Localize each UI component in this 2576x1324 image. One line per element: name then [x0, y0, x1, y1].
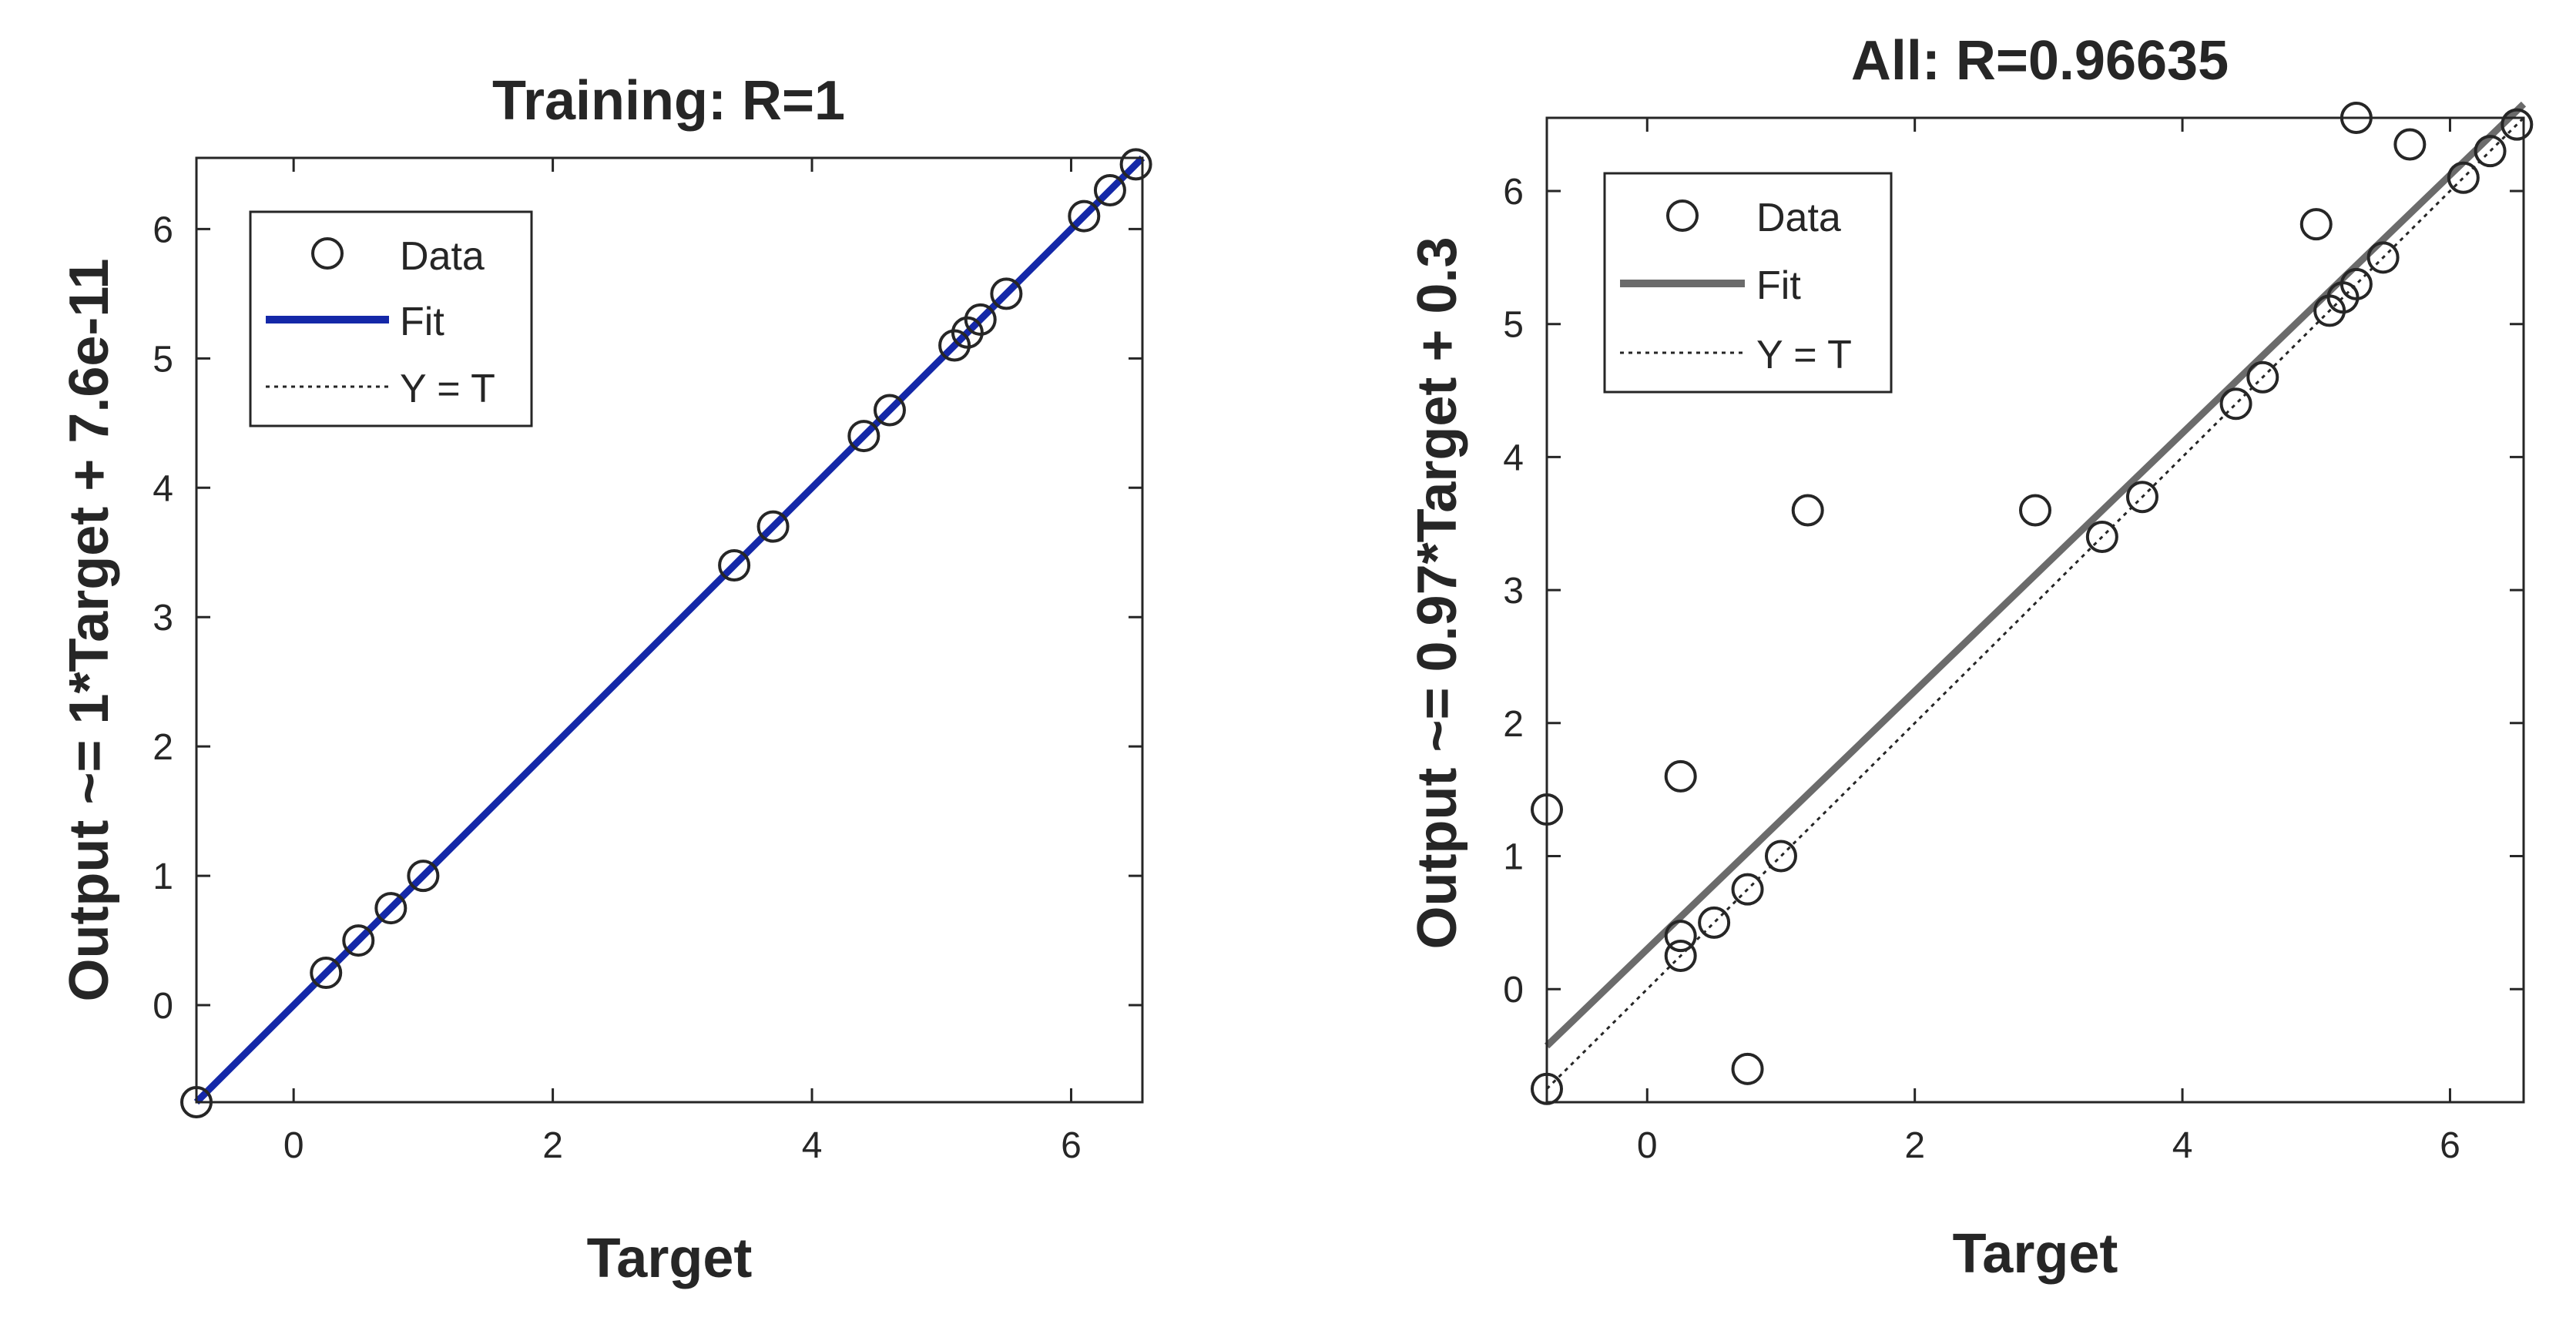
y-tick-label: 5: [1503, 305, 1524, 346]
data-point: [1664, 940, 1697, 973]
x-tick-label: 4: [802, 1125, 823, 1166]
data-point: [1093, 173, 1126, 206]
data-point: [1764, 840, 1797, 873]
y-tick-label: 5: [153, 339, 173, 380]
data-point: [718, 549, 751, 582]
y-tick-label: 0: [153, 986, 173, 1027]
data-point: [2447, 161, 2480, 194]
all-panel: All: R=0.96635 0 2 4 6 0 1 2 3 4 5 6 Target Output…: [1407, 30, 2534, 1285]
data-point: [1664, 759, 1697, 793]
data-point: [847, 420, 880, 453]
data-point: [2246, 360, 2279, 394]
legend: Data Fit Y = T: [249, 210, 533, 427]
legend-identity-label: Y = T: [400, 367, 495, 411]
data-point: [2340, 267, 2373, 300]
data-point: [2366, 241, 2400, 274]
all-plot-area: 0 2 4 6 0 1 2 3 4 5 6: [1503, 101, 2534, 1166]
legend: Data Fit Y = T: [1603, 172, 1893, 394]
x-tick-label: 6: [1061, 1125, 1082, 1166]
legend-identity-label: Y = T: [1756, 333, 1852, 377]
y-tick-label: 4: [153, 468, 173, 509]
y-tick-label: 2: [153, 727, 173, 768]
data-point: [374, 892, 408, 925]
y-axis-label: Output ~= 1*Target + 7.6e-11: [59, 258, 120, 1001]
axes-box: [195, 156, 1144, 1104]
data-point: [310, 957, 343, 990]
y-tick-label: 3: [153, 598, 173, 639]
data-point: [2393, 128, 2427, 161]
y-tick-label: 4: [1503, 437, 1524, 478]
legend-data-label: Data: [1756, 196, 1841, 240]
data-point: [1791, 494, 1824, 527]
data-point: [2019, 494, 2051, 527]
x-tick-label: 4: [2172, 1125, 2193, 1166]
data-point: [873, 394, 906, 427]
legend-box: [1603, 172, 1893, 394]
y-axis-label: Output ~= 0.97*Target + 0.3: [1407, 237, 1468, 950]
fit-line: [1544, 101, 2527, 1049]
y-tick-label: 6: [1503, 172, 1524, 213]
x-tick-label: 6: [2440, 1125, 2460, 1166]
data-point: [951, 316, 984, 349]
legend-data-marker: [1666, 199, 1699, 232]
data-point: [2085, 521, 2118, 554]
legend-fit-label: Fit: [1756, 263, 1801, 308]
data-point: [1664, 920, 1697, 953]
y-tick-label: 6: [153, 209, 173, 250]
x-tick-label: 2: [1904, 1125, 1925, 1166]
y-tick-label: 0: [1503, 970, 1524, 1011]
data-point: [407, 860, 440, 893]
y-tick-label: 1: [153, 856, 173, 897]
data-point: [2299, 208, 2333, 241]
data-point: [1698, 906, 1731, 939]
data-point: [1731, 873, 1764, 906]
x-tick-label: 2: [542, 1125, 563, 1166]
legend-fit-label: Fit: [400, 300, 444, 344]
legend-data-label: Data: [400, 234, 485, 279]
data-point: [2501, 108, 2534, 141]
identity-line: [1545, 116, 2525, 1090]
axes-box: [1545, 116, 2525, 1104]
data-point: [342, 924, 375, 957]
data-point: [2219, 387, 2252, 421]
data-point: [2125, 481, 2158, 514]
data-point: [1731, 1052, 1764, 1085]
data-point: [1068, 199, 1101, 233]
x-axis-label: Target: [1953, 1223, 2118, 1285]
chart-title: Training: R=1: [492, 70, 845, 132]
training-plot-area: 0 2 4 6 0 1 2 3 4 5 6: [153, 148, 1152, 1166]
x-tick-label: 0: [1637, 1125, 1658, 1166]
y-tick-label: 3: [1503, 571, 1524, 612]
data-point: [2474, 135, 2507, 168]
x-tick-label: 0: [283, 1125, 304, 1166]
y-tick-label: 1: [1503, 837, 1524, 878]
data-point: [756, 510, 790, 543]
data-point: [938, 329, 971, 362]
legend-data-marker: [311, 237, 344, 270]
data-point: [1119, 148, 1152, 181]
data-point: [964, 303, 997, 336]
fit-line: [193, 155, 1145, 1105]
x-axis-label: Target: [587, 1228, 753, 1289]
y-tick-label: 2: [1503, 704, 1524, 745]
training-panel: Training: R=1 0 2 4 6 0 1 2 3 4 5 6 Target Output …: [59, 70, 1152, 1289]
chart-title: All: R=0.96635: [1851, 30, 2229, 92]
data-point: [990, 277, 1023, 310]
